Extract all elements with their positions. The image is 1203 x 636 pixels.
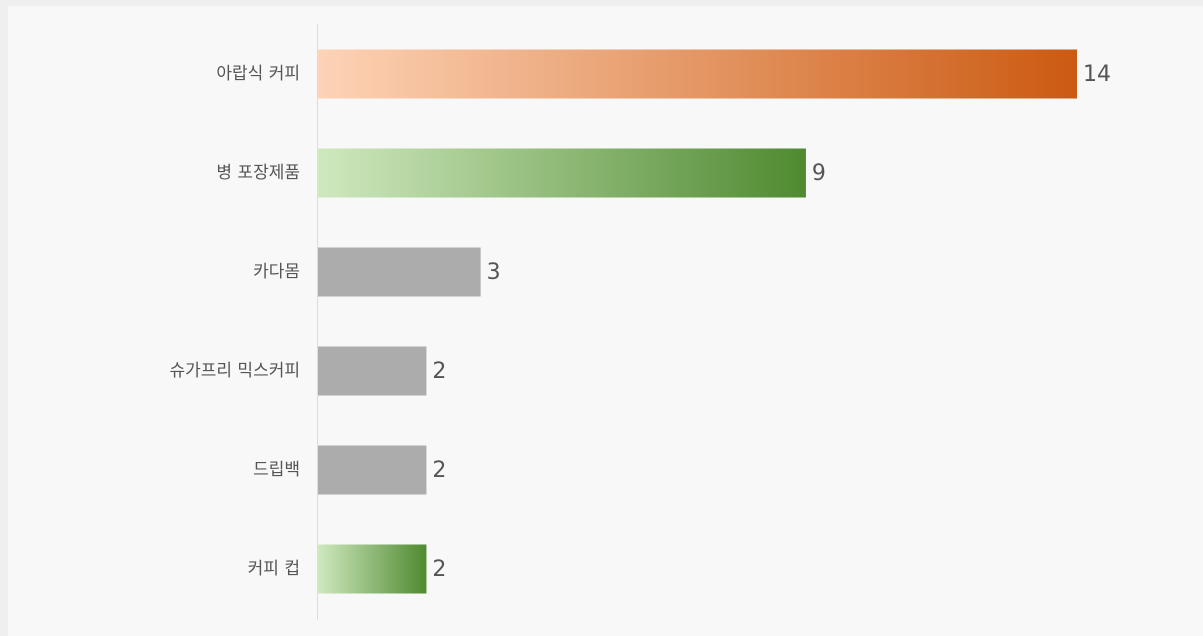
category-label: 아랍식 커피 xyxy=(216,64,300,84)
bar xyxy=(318,445,427,495)
category-label: 드립백 xyxy=(253,460,300,480)
category-label: 병 포장제품 xyxy=(216,163,300,183)
category-label: 슈가프리 믹스커피 xyxy=(169,361,300,381)
bar xyxy=(318,346,427,396)
category-label: 카다몸 xyxy=(253,262,300,282)
value-label: 2 xyxy=(432,557,446,582)
value-label: 9 xyxy=(812,161,826,186)
value-label: 14 xyxy=(1083,62,1111,87)
value-label: 2 xyxy=(432,458,446,483)
chart-panel xyxy=(8,6,1203,636)
bars-group: 아랍식 커피 14 병 포장제품 9 카다몸 3 슈가프리 믹스커피 2 드립백 2 커피 컵 2 xyxy=(169,49,1111,594)
bar xyxy=(318,49,1077,99)
bar xyxy=(318,148,806,198)
value-label: 3 xyxy=(487,260,501,285)
bar xyxy=(318,544,427,594)
bar xyxy=(318,247,481,297)
value-label: 2 xyxy=(432,359,446,384)
category-label: 커피 컵 xyxy=(248,559,300,579)
